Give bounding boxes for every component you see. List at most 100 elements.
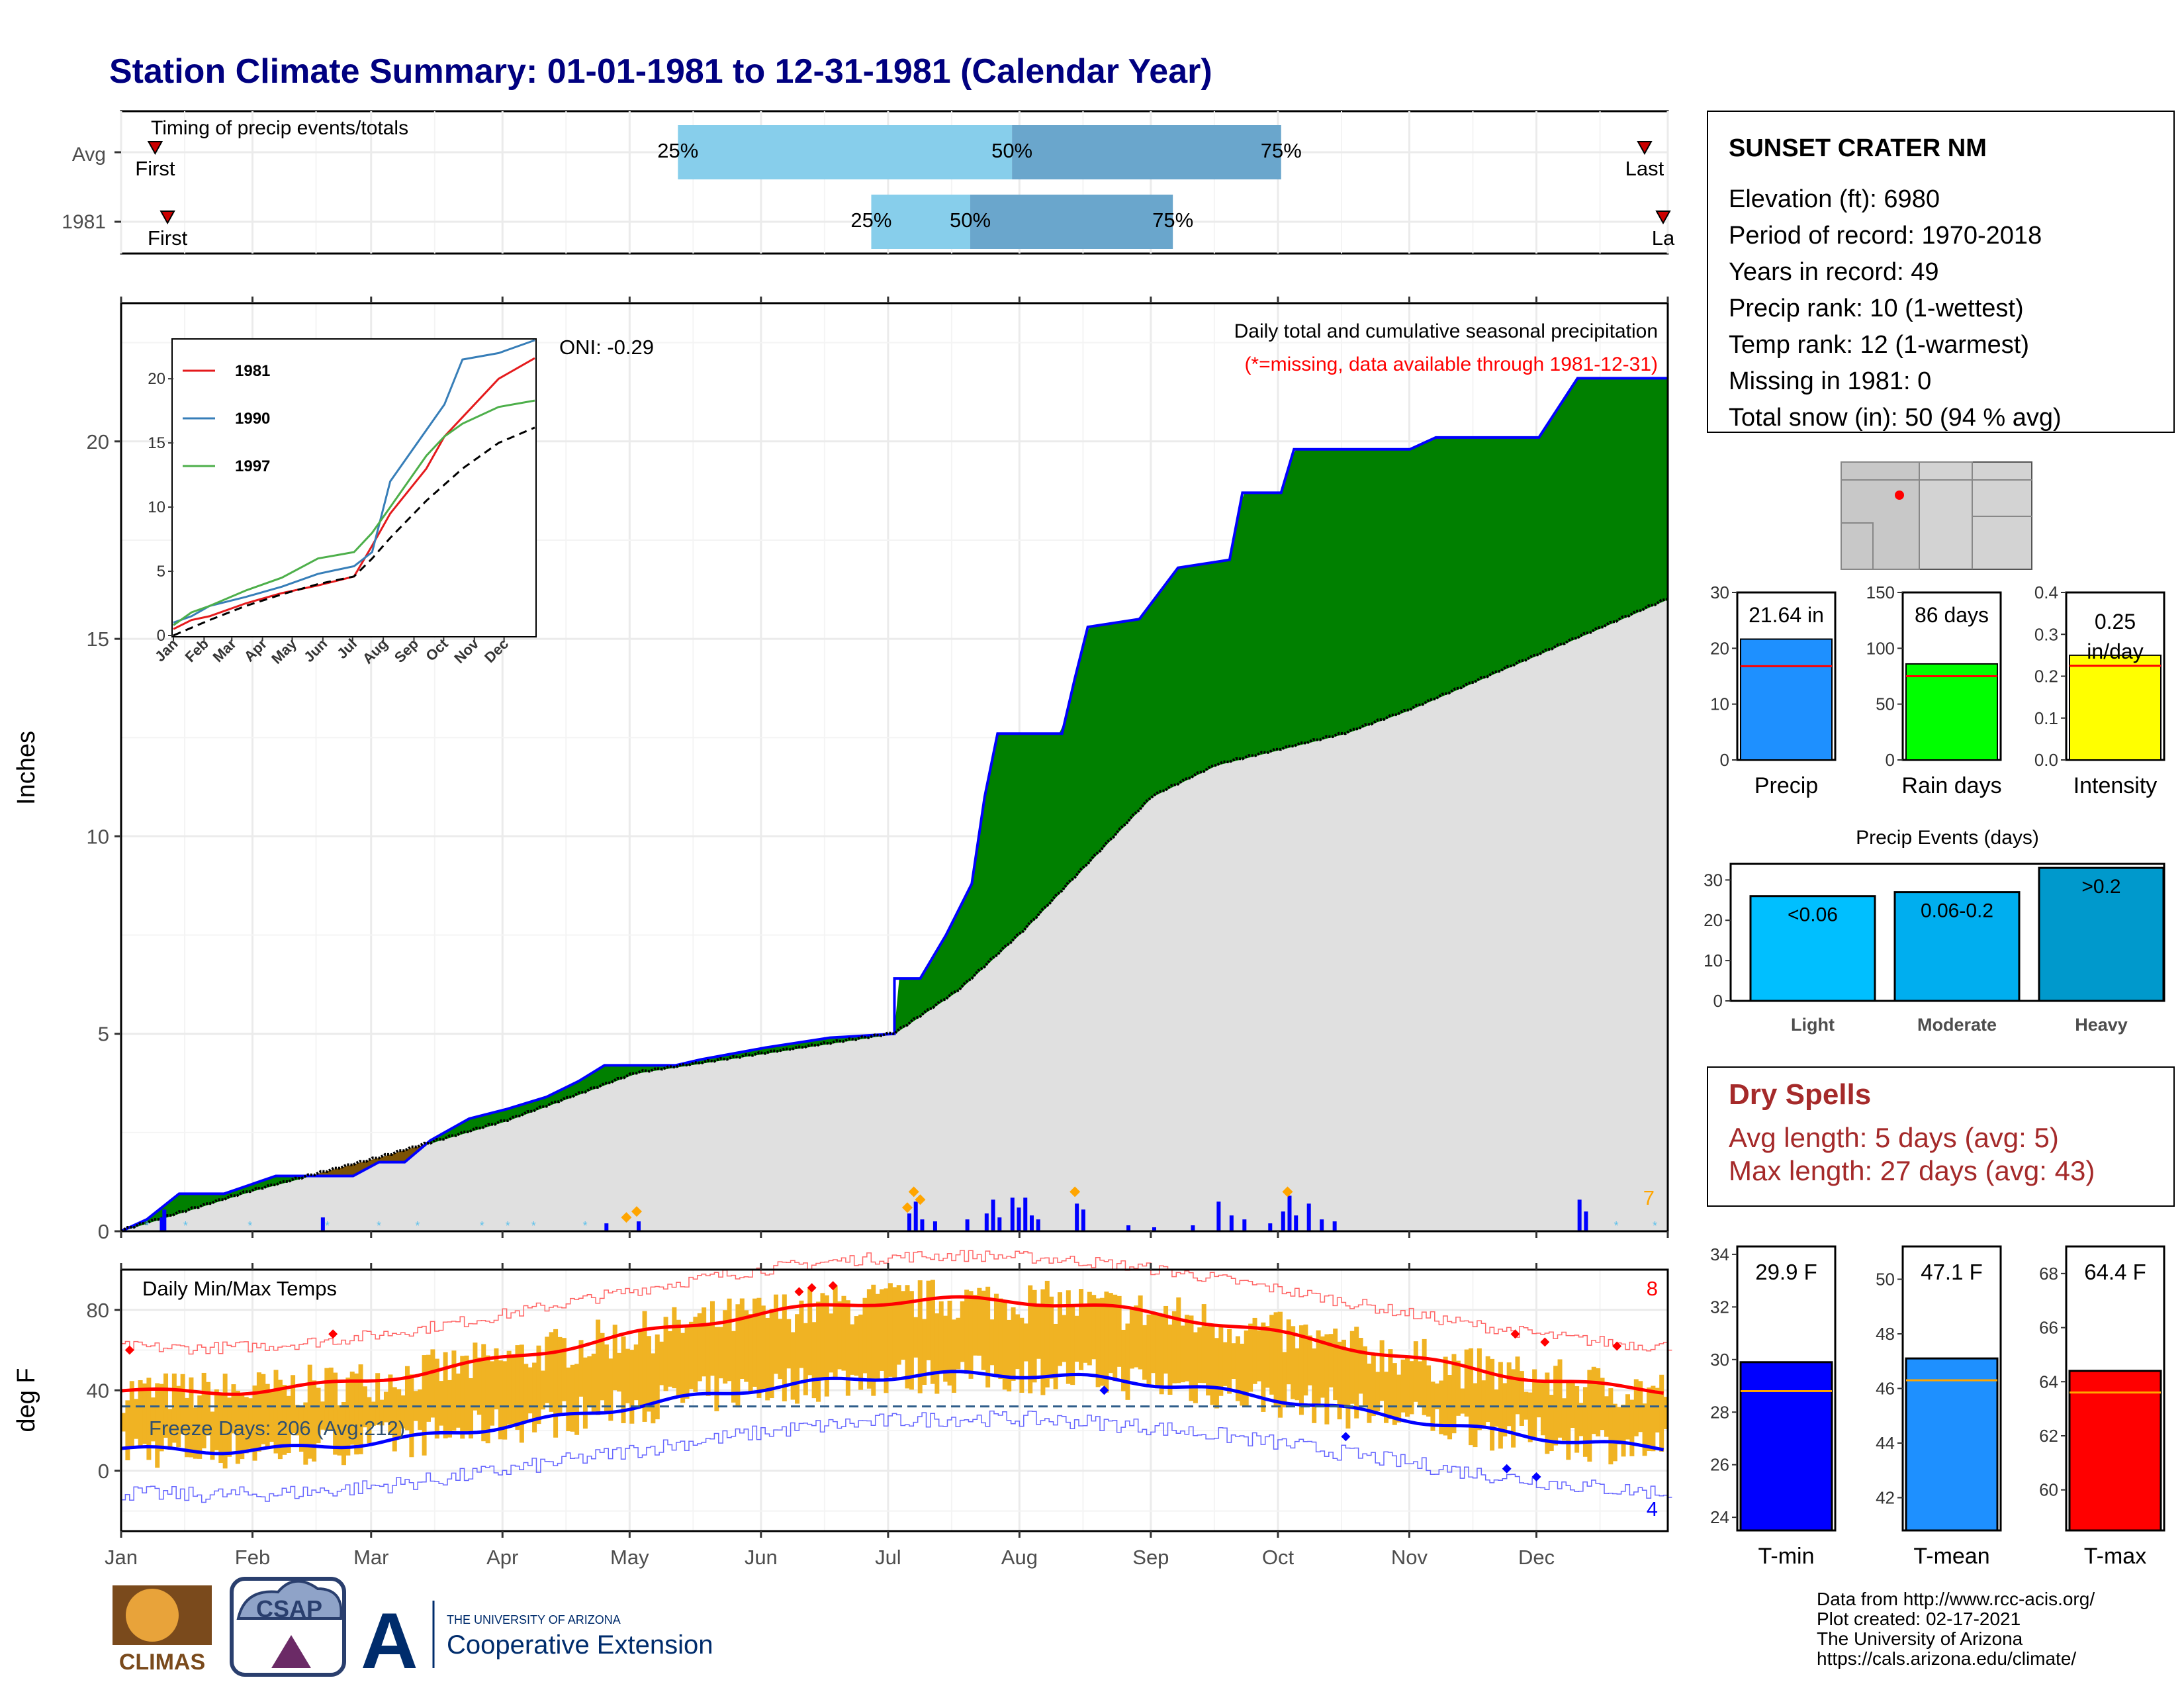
record-low-marker (1502, 1464, 1512, 1474)
oni-label: ONI: -0.29 (559, 336, 654, 359)
daily-precip-bar (913, 1201, 918, 1231)
daily-temp-bar (354, 1373, 359, 1455)
summary-ytick-label: 10 (1710, 694, 1729, 714)
daily-temp-bar (540, 1370, 545, 1410)
difference-segment (1466, 437, 1473, 686)
daily-temp-bar (1316, 1330, 1321, 1405)
csap-logo: CSAP (230, 1577, 346, 1677)
summary-value-label: 86 days (1915, 603, 1989, 627)
daily-temp-bar (1269, 1315, 1275, 1395)
daily-temp-bar (1570, 1381, 1575, 1428)
daily-temp-bar (604, 1344, 609, 1415)
daily-temp-bar (718, 1327, 723, 1379)
daily-temp-bar (1252, 1317, 1257, 1384)
temp-summary-ytick-label: 24 (1710, 1507, 1729, 1527)
daily-temp-bar (1028, 1285, 1033, 1393)
dry-spells-title: Dry Spells (1729, 1078, 1871, 1111)
record-low-marker (1341, 1432, 1351, 1442)
timing-bar-q25-q50 (871, 195, 971, 249)
daily-temp-bar (159, 1383, 164, 1452)
daily-temp-bar (277, 1380, 283, 1460)
inset-ytick-label: 20 (148, 370, 165, 388)
daily-precip-bar (1287, 1196, 1292, 1231)
daily-temp-bar (905, 1285, 910, 1389)
difference-segment (1079, 637, 1086, 873)
difference-segment (1363, 449, 1369, 727)
difference-segment (940, 933, 946, 1004)
difference-segment (1430, 437, 1436, 702)
daily-temp-bar (1625, 1394, 1630, 1440)
month-label: Jul (875, 1546, 901, 1569)
freeze-days-label: Freeze Days: 206 (Avg:212) (149, 1417, 405, 1440)
daily-temp-bar (1091, 1295, 1097, 1360)
daily-temp-bar (1549, 1395, 1554, 1452)
daily-temp-bar (1104, 1291, 1109, 1393)
daily-temp-bar (1345, 1348, 1351, 1429)
daily-precip-bar (1229, 1215, 1234, 1231)
difference-segment (1054, 733, 1060, 900)
average-cumulative-area (121, 599, 1668, 1231)
daily-temp-bar (206, 1382, 211, 1436)
daily-temp-bar (1185, 1315, 1190, 1382)
ua-a-mark: A (361, 1597, 418, 1685)
daily-temp-bar (578, 1340, 584, 1397)
credits-line: Plot created: 02-17-2021 (1817, 1609, 2021, 1629)
daily-temp-bar (1375, 1372, 1381, 1411)
summary-axis-label: Intensity (2073, 773, 2158, 798)
last-event-label: La (1652, 226, 1675, 250)
daily-temp-bar (1265, 1326, 1270, 1388)
difference-segment (1028, 733, 1034, 927)
daily-temp-bar (714, 1327, 719, 1411)
csap-mountain-icon (271, 1635, 311, 1668)
difference-segment (1183, 565, 1189, 782)
daily-temp-bar (328, 1367, 334, 1430)
daily-temp-bar (1113, 1294, 1118, 1382)
daily-temp-bar (617, 1352, 622, 1392)
daily-temp-bar (248, 1398, 253, 1449)
difference-segment (1203, 562, 1210, 773)
difference-segment (1538, 428, 1545, 655)
difference-segment (1218, 560, 1225, 765)
map-state-arizona (1841, 461, 1920, 570)
daily-temp-bar (795, 1314, 800, 1404)
difference-segment (1435, 437, 1441, 700)
difference-segment (1013, 733, 1019, 942)
ua-small-text: THE UNIVERSITY OF ARIZONA (447, 1613, 621, 1626)
difference-segment (987, 759, 993, 965)
dry-spells-frame (1707, 1066, 2175, 1207)
daily-temp-bar (324, 1368, 330, 1431)
locator-map (1841, 461, 2032, 570)
daily-temp-bar (235, 1390, 240, 1464)
daily-temp-bar (866, 1289, 872, 1389)
summary-ytick-label: 100 (1866, 638, 1895, 658)
daily-temp-bar (418, 1389, 423, 1430)
daily-temp-bar (621, 1336, 626, 1423)
daily-temp-bar (896, 1285, 901, 1365)
snow-marker (1069, 1186, 1081, 1197)
daily-temp-bar (625, 1348, 630, 1403)
record-high-marker (124, 1345, 134, 1355)
daily-temp-bar (1469, 1348, 1474, 1446)
daily-temp-bar (702, 1307, 707, 1377)
daily-temp-bar (1218, 1324, 1224, 1396)
daily-temp-bar (519, 1344, 524, 1443)
temp-summary-ytick-label: 68 (2039, 1264, 2058, 1284)
difference-segment (1533, 437, 1539, 658)
precip-title: Daily total and cumulative seasonal prec… (1234, 320, 1658, 342)
daily-temp-bar (858, 1314, 864, 1390)
daily-temp-bar (1214, 1338, 1219, 1409)
daily-temp-bar (816, 1301, 821, 1402)
difference-segment (1482, 437, 1488, 680)
difference-segment (1152, 594, 1158, 798)
first-event-marker (147, 141, 163, 156)
daily-temp-bar (1324, 1334, 1330, 1425)
difference-segment (1100, 624, 1107, 852)
difference-segment (1626, 377, 1632, 618)
daily-temp-bar (1108, 1293, 1113, 1374)
daily-temp-bar (756, 1297, 762, 1398)
daily-temp-bar (532, 1362, 537, 1432)
summary-ytick-label: 0.0 (2034, 750, 2058, 770)
dry-spells-max: Max length: 27 days (avg: 43) (1729, 1155, 2095, 1186)
daily-temp-bar (951, 1319, 956, 1393)
precip-frame (120, 302, 1669, 1233)
